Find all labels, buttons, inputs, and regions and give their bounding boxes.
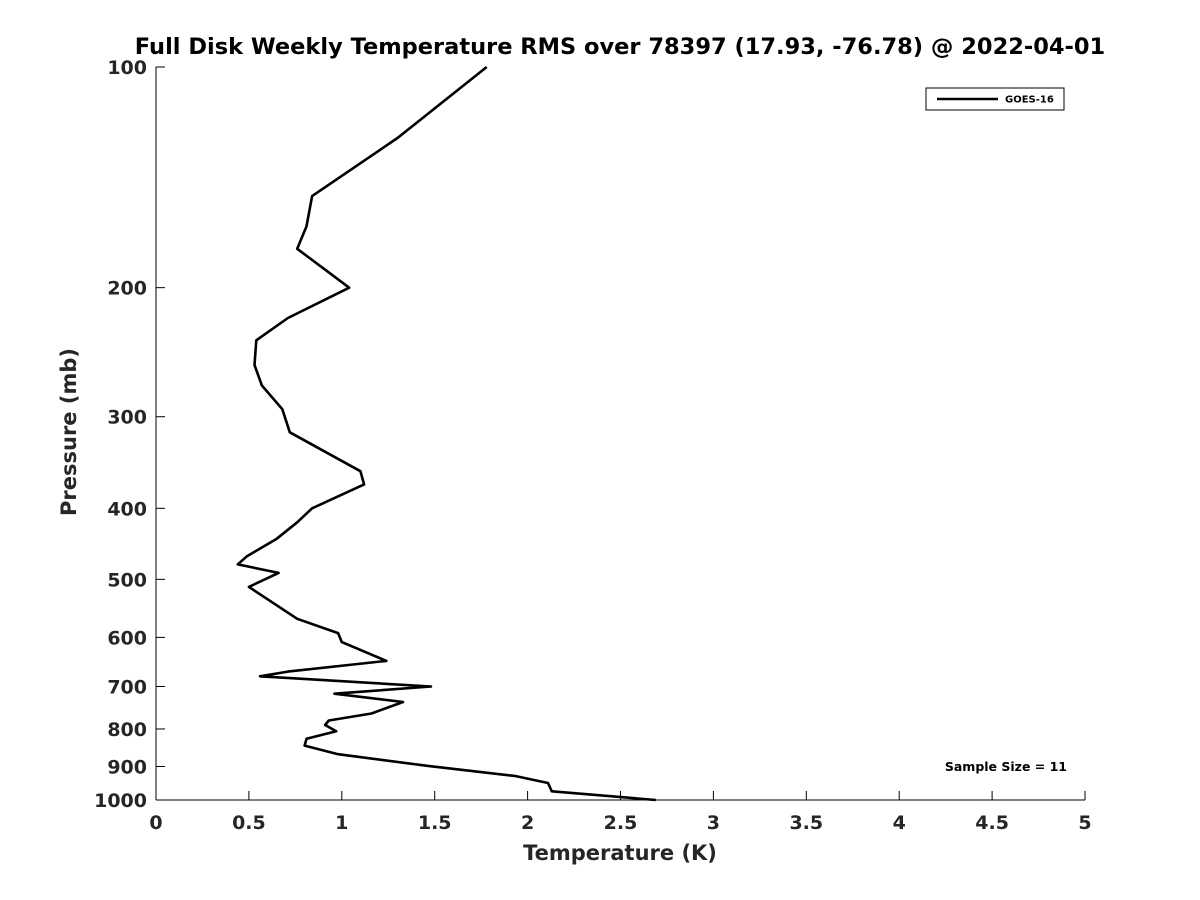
y-tick-label: 900 (107, 756, 147, 778)
y-tick-label: 400 (107, 498, 147, 520)
x-tick-label: 4.5 (975, 812, 1009, 834)
x-tick-label: 1.5 (418, 812, 452, 834)
y-tick-label: 800 (107, 719, 147, 741)
y-tick-label: 200 (107, 278, 147, 300)
y-tick-label: 1000 (94, 790, 147, 812)
x-tick-label: 2 (521, 812, 534, 834)
y-tick-label: 700 (107, 676, 147, 698)
x-tick-label: 3.5 (789, 812, 823, 834)
x-axis-title: Temperature (K) (523, 841, 717, 865)
x-axis: 0 0.5 1 1.5 2 2.5 3 3.5 4 4.5 5 (149, 791, 1092, 834)
axes (155, 67, 1085, 801)
x-tick-label: 0 (149, 812, 162, 834)
series-line-goes-16 (236, 65, 656, 802)
x-tick-label: 5 (1078, 812, 1091, 834)
y-tick-label: 100 (107, 57, 147, 79)
x-tick-label: 2.5 (604, 812, 638, 834)
chart-title: Full Disk Weekly Temperature RMS over 78… (135, 34, 1105, 60)
sample-size-annotation: Sample Size = 11 (945, 759, 1067, 774)
legend-label: GOES-16 (1005, 95, 1054, 106)
y-axis: 100 200 300 400 500 600 700 800 900 1000 (94, 57, 165, 812)
y-tick-label: 500 (107, 569, 147, 591)
legend: GOES-16 (925, 87, 1065, 111)
y-axis-title: Pressure (mb) (57, 348, 81, 516)
x-tick-label: 4 (893, 812, 906, 834)
x-tick-label: 3 (707, 812, 720, 834)
x-tick-label: 1 (335, 812, 348, 834)
x-tick-label: 0.5 (232, 812, 266, 834)
y-tick-label: 600 (107, 627, 147, 649)
series-layer (236, 65, 656, 802)
y-tick-label: 300 (107, 407, 147, 429)
